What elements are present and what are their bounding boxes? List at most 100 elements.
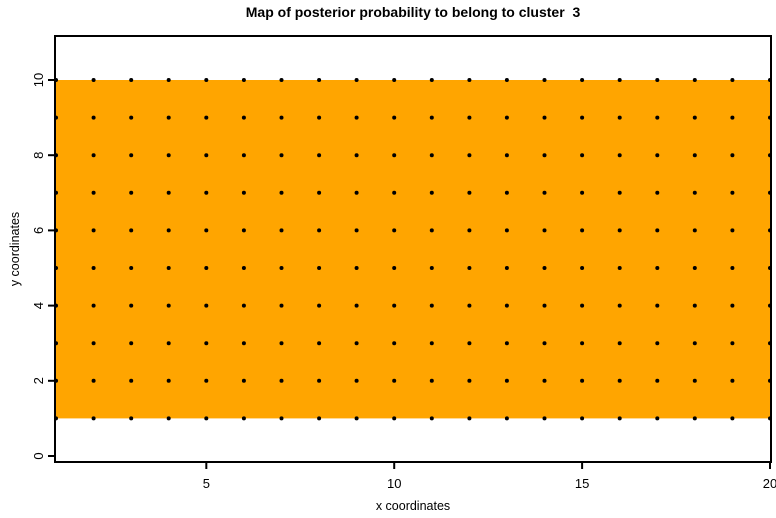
data-point — [91, 266, 96, 270]
x-axis-label: x coordinates — [375, 499, 451, 513]
data-point — [279, 190, 284, 195]
data-point — [241, 153, 246, 158]
data-point — [655, 303, 660, 308]
data-point — [317, 115, 322, 120]
data-point — [730, 341, 735, 346]
data-point — [730, 303, 735, 308]
data-point — [317, 266, 322, 270]
data-point — [354, 153, 359, 158]
data-point — [692, 228, 697, 233]
data-point — [429, 378, 434, 383]
data-point — [580, 378, 585, 383]
data-point — [279, 115, 284, 120]
data-point — [580, 190, 585, 195]
data-point — [429, 78, 434, 82]
data-point — [392, 228, 397, 233]
data-point — [730, 228, 735, 233]
data-point — [504, 416, 509, 421]
data-point — [617, 190, 622, 195]
y-tick-label: 6 — [31, 227, 46, 234]
data-point — [617, 228, 622, 233]
data-point — [692, 378, 697, 383]
data-point — [392, 266, 397, 270]
data-point — [166, 228, 171, 233]
data-point — [692, 78, 697, 82]
data-point — [166, 416, 171, 421]
data-point — [241, 115, 246, 120]
data-point — [580, 266, 585, 270]
data-point — [392, 153, 397, 158]
data-point — [504, 153, 509, 158]
x-tick-label: 10 — [387, 476, 401, 491]
data-point — [542, 416, 547, 421]
data-point — [204, 190, 209, 195]
data-point — [542, 266, 547, 270]
data-point — [542, 115, 547, 120]
data-point — [91, 228, 96, 233]
data-point — [692, 266, 697, 270]
data-point — [730, 266, 735, 270]
data-point — [317, 378, 322, 383]
data-point — [91, 153, 96, 158]
data-point — [730, 190, 735, 195]
data-point — [692, 115, 697, 120]
data-point — [692, 153, 697, 158]
data-point — [392, 190, 397, 195]
data-point — [166, 303, 171, 308]
data-point — [91, 416, 96, 421]
data-point — [279, 78, 284, 82]
data-point — [467, 266, 472, 270]
data-point — [129, 341, 134, 346]
data-point — [467, 416, 472, 421]
data-point — [279, 341, 284, 346]
data-point — [166, 190, 171, 195]
data-point — [354, 190, 359, 195]
y-tick-label: 2 — [31, 377, 46, 384]
data-point — [617, 153, 622, 158]
data-point — [655, 78, 660, 82]
data-point — [467, 115, 472, 120]
data-point — [542, 303, 547, 308]
data-point — [655, 115, 660, 120]
data-point — [730, 153, 735, 158]
data-point — [166, 78, 171, 82]
data-point — [655, 266, 660, 270]
data-point — [467, 153, 472, 158]
data-point — [129, 190, 134, 195]
data-point — [580, 153, 585, 158]
data-point — [504, 303, 509, 308]
data-point — [692, 416, 697, 421]
data-point — [204, 416, 209, 421]
data-point — [354, 341, 359, 346]
data-point — [692, 190, 697, 195]
data-point — [504, 341, 509, 346]
data-point — [580, 303, 585, 308]
data-point — [392, 378, 397, 383]
chart-title: Map of posterior probability to belong t… — [245, 4, 581, 20]
data-point — [655, 153, 660, 158]
data-point — [204, 341, 209, 346]
data-point — [354, 228, 359, 233]
data-point — [204, 115, 209, 120]
data-point — [467, 341, 472, 346]
data-point — [504, 378, 509, 383]
data-point — [279, 153, 284, 158]
data-point — [542, 78, 547, 82]
data-point — [730, 378, 735, 383]
data-point — [241, 78, 246, 82]
data-point — [504, 266, 509, 270]
data-point — [580, 78, 585, 82]
data-point — [580, 228, 585, 233]
data-point — [279, 228, 284, 233]
data-point — [429, 153, 434, 158]
data-point — [91, 78, 96, 82]
data-point — [655, 228, 660, 233]
data-point — [91, 303, 96, 308]
x-tick-label: 5 — [203, 476, 210, 491]
data-point — [354, 303, 359, 308]
data-point — [542, 378, 547, 383]
data-point — [166, 341, 171, 346]
data-point — [504, 115, 509, 120]
data-point — [91, 190, 96, 195]
